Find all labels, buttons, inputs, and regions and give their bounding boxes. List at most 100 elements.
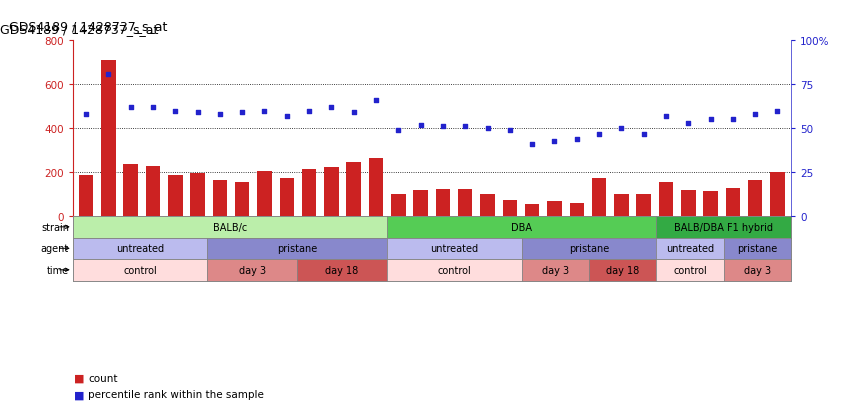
Text: day 3: day 3 bbox=[239, 265, 266, 275]
Bar bbox=[79, 176, 93, 216]
Point bbox=[347, 110, 361, 116]
Point bbox=[213, 112, 227, 118]
Text: day 18: day 18 bbox=[326, 265, 358, 275]
Bar bbox=[298, 259, 386, 281]
Bar bbox=[614, 195, 628, 216]
Bar bbox=[657, 216, 791, 238]
Point bbox=[124, 104, 138, 111]
Point bbox=[637, 131, 651, 138]
Point bbox=[481, 126, 494, 132]
Bar bbox=[324, 167, 339, 216]
Text: count: count bbox=[88, 373, 118, 383]
Bar bbox=[413, 190, 428, 216]
Bar bbox=[386, 259, 522, 281]
Point bbox=[325, 104, 339, 111]
Point bbox=[102, 71, 115, 78]
Bar bbox=[207, 238, 386, 259]
Bar bbox=[592, 178, 606, 216]
Bar bbox=[636, 195, 651, 216]
Text: BALB/c: BALB/c bbox=[213, 222, 247, 232]
Bar bbox=[503, 200, 517, 216]
Bar bbox=[346, 163, 361, 216]
Bar bbox=[657, 238, 723, 259]
Point bbox=[458, 124, 472, 131]
Bar bbox=[723, 259, 791, 281]
Bar bbox=[391, 195, 405, 216]
Point bbox=[726, 117, 740, 123]
Text: day 18: day 18 bbox=[606, 265, 640, 275]
Text: control: control bbox=[123, 265, 156, 275]
Text: strain: strain bbox=[41, 222, 69, 232]
Text: untreated: untreated bbox=[430, 244, 478, 254]
Bar bbox=[723, 238, 791, 259]
Text: pristane: pristane bbox=[277, 244, 317, 254]
Bar bbox=[213, 180, 227, 216]
Bar bbox=[525, 204, 540, 216]
Text: DBA: DBA bbox=[511, 222, 532, 232]
Text: ■: ■ bbox=[74, 389, 85, 399]
Bar bbox=[73, 216, 386, 238]
Point bbox=[681, 120, 695, 127]
Bar bbox=[73, 238, 207, 259]
Point bbox=[257, 108, 271, 115]
Text: time: time bbox=[47, 265, 69, 275]
Text: percentile rank within the sample: percentile rank within the sample bbox=[88, 389, 264, 399]
Bar bbox=[770, 173, 785, 216]
Bar bbox=[704, 191, 718, 216]
Bar bbox=[547, 201, 562, 216]
Bar bbox=[191, 174, 205, 216]
Bar bbox=[207, 259, 298, 281]
Point bbox=[503, 127, 516, 134]
Point bbox=[615, 126, 628, 132]
Text: untreated: untreated bbox=[666, 244, 714, 254]
Bar bbox=[681, 190, 695, 216]
Bar bbox=[658, 183, 673, 216]
Text: day 3: day 3 bbox=[542, 265, 569, 275]
Bar bbox=[726, 188, 740, 216]
Bar bbox=[522, 238, 657, 259]
Point bbox=[436, 124, 450, 131]
Bar bbox=[123, 165, 138, 216]
Point bbox=[392, 127, 405, 134]
Bar bbox=[569, 204, 584, 216]
Bar bbox=[458, 189, 473, 216]
Point bbox=[704, 117, 717, 123]
Bar bbox=[145, 166, 160, 216]
Point bbox=[191, 110, 204, 116]
Bar bbox=[302, 169, 316, 216]
Bar bbox=[657, 259, 723, 281]
Bar bbox=[235, 183, 250, 216]
Text: pristane: pristane bbox=[569, 244, 609, 254]
Bar bbox=[436, 189, 451, 216]
Bar bbox=[589, 259, 657, 281]
Point bbox=[235, 110, 249, 116]
Bar bbox=[386, 238, 522, 259]
Bar bbox=[101, 61, 115, 216]
Point bbox=[80, 112, 93, 118]
Text: ■: ■ bbox=[74, 373, 85, 383]
Bar bbox=[481, 195, 495, 216]
Point bbox=[525, 141, 539, 148]
Text: GDS4189 / 1428737_s_at: GDS4189 / 1428737_s_at bbox=[9, 20, 167, 33]
Point bbox=[659, 113, 673, 120]
Text: control: control bbox=[438, 265, 471, 275]
Text: GDS4189 / 1428737_s_at: GDS4189 / 1428737_s_at bbox=[0, 23, 158, 36]
Text: BALB/DBA F1 hybrid: BALB/DBA F1 hybrid bbox=[674, 222, 773, 232]
Point bbox=[570, 136, 584, 143]
Point bbox=[414, 122, 428, 129]
Text: day 3: day 3 bbox=[744, 265, 770, 275]
Bar bbox=[522, 259, 589, 281]
Text: control: control bbox=[673, 265, 707, 275]
Bar bbox=[369, 159, 383, 216]
Point bbox=[168, 108, 182, 115]
Point bbox=[369, 97, 383, 104]
Text: agent: agent bbox=[41, 244, 69, 254]
Point bbox=[770, 108, 784, 115]
Bar bbox=[168, 176, 182, 216]
Point bbox=[280, 113, 293, 120]
Bar bbox=[257, 172, 272, 216]
Bar bbox=[280, 178, 294, 216]
Point bbox=[593, 131, 606, 138]
Point bbox=[547, 138, 561, 145]
Point bbox=[146, 104, 160, 111]
